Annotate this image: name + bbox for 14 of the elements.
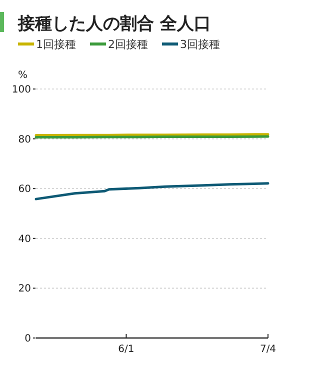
x-tick-label: 7/4 [260,344,276,355]
y-tick-label: 100 [12,84,31,96]
line-series [34,182,270,200]
y-tick-label: 20 [18,284,31,295]
legend-label: 2回接種 [108,38,148,51]
y-tick-label: 60 [18,184,31,196]
chart-title: 接種した人の割合 全人口 [17,14,211,34]
y-tick-label: 0 [24,334,31,344]
legend-label: 3回接種 [180,38,220,51]
legend-label: 1回接種 [36,38,76,51]
y-axis-title: % [18,70,28,81]
y-tick-label: 80 [18,134,31,146]
y-tick-label: 40 [18,234,31,245]
x-tick-label: 6/1 [118,344,134,355]
